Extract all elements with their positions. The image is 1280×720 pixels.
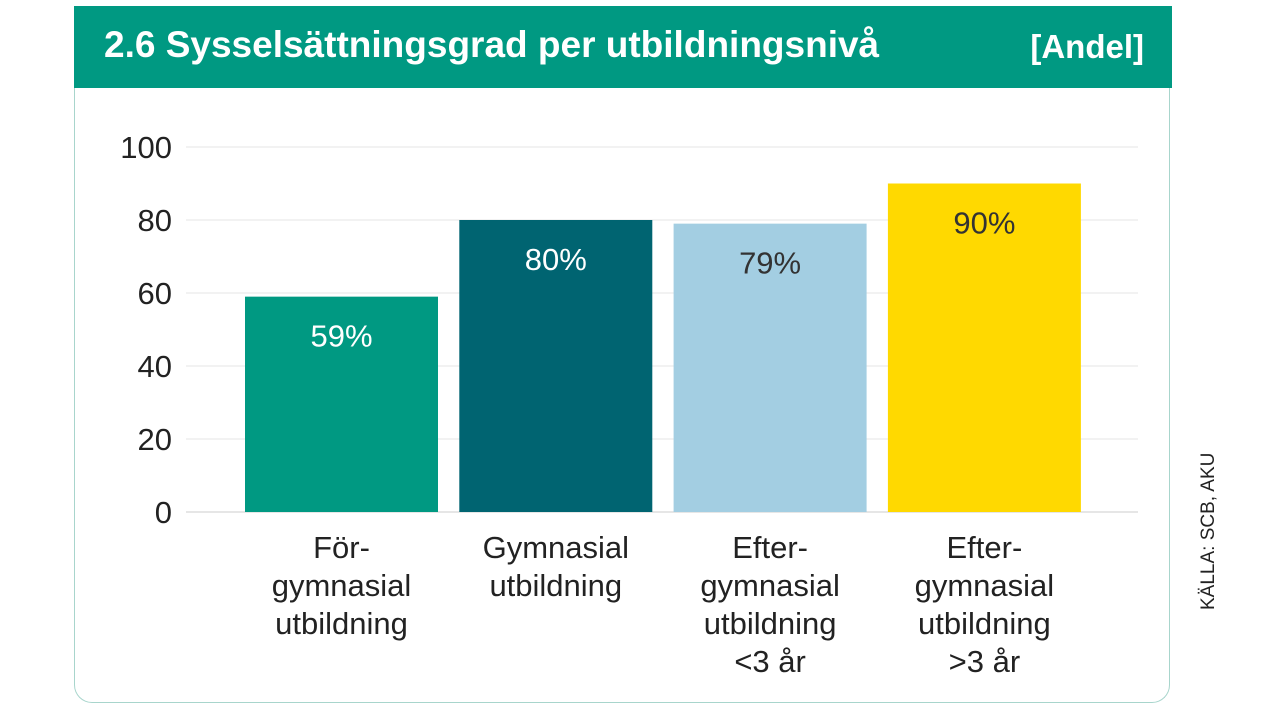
y-tick-label: 80 xyxy=(138,203,172,238)
x-category-label: Efter-gymnasial utbildning >3 år xyxy=(915,530,1055,679)
bar xyxy=(459,220,653,512)
x-category-label-line: Gymnasial xyxy=(483,530,629,565)
x-category-label-line: gymnasial xyxy=(272,568,412,603)
y-tick-label: 100 xyxy=(120,130,172,165)
x-category-label-line: Efter- xyxy=(732,530,808,565)
data-label: 59% xyxy=(310,319,372,354)
x-category-label: Gymnasial utbildning xyxy=(483,530,629,603)
y-tick-label: 60 xyxy=(138,276,172,311)
source-note: KÄLLA: SCB, AKU xyxy=(1198,452,1219,610)
data-label: 79% xyxy=(739,246,801,281)
x-category-label: Efter-gymnasial utbildning <3 år xyxy=(700,530,840,679)
x-category-label: För-gymnasial utbildning xyxy=(272,530,412,641)
x-category-label-line: >3 år xyxy=(949,644,1021,679)
data-label: 80% xyxy=(525,242,587,277)
chart-title: 2.6 Sysselsättningsgrad per utbildningsn… xyxy=(104,24,880,65)
x-category-label-line: För- xyxy=(313,530,370,565)
x-category-label-line: utbildning xyxy=(918,606,1051,641)
chart-panel xyxy=(74,88,1170,703)
data-label: 90% xyxy=(953,206,1015,241)
x-category-label-line: gymnasial xyxy=(915,568,1055,603)
x-category-label-line: utbildning xyxy=(489,568,622,603)
x-category-label-line: <3 år xyxy=(734,644,806,679)
x-category-label-line: Efter- xyxy=(947,530,1023,565)
bar xyxy=(673,223,867,512)
y-tick-label: 40 xyxy=(138,349,172,384)
y-tick-label: 0 xyxy=(155,495,172,530)
bar xyxy=(245,296,438,512)
x-category-label-line: utbildning xyxy=(275,606,408,641)
bar xyxy=(887,183,1081,512)
y-tick-label: 20 xyxy=(138,422,172,457)
x-category-label-line: utbildning xyxy=(704,606,837,641)
x-category-label-line: gymnasial xyxy=(700,568,840,603)
chart-header: 2.6 Sysselsättningsgrad per utbildningsn… xyxy=(74,6,1172,88)
unit-label: [Andel] xyxy=(1030,28,1144,65)
